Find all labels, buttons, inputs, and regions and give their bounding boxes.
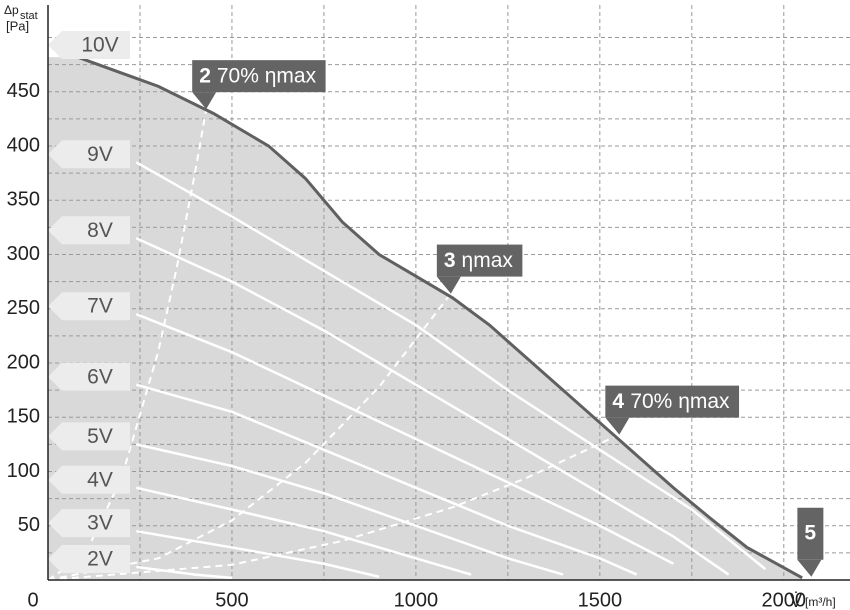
operating-area	[48, 57, 803, 581]
legend-label: 8V	[87, 219, 113, 242]
y-tick-label: 250	[7, 297, 40, 319]
callout-pointer	[436, 276, 461, 294]
callout-pointer	[797, 559, 822, 577]
voltage-tag	[48, 362, 130, 391]
y-tick-label: 150	[7, 406, 40, 428]
voltage-tag	[48, 216, 130, 245]
fan-curve	[135, 161, 767, 571]
x-unit: [m³/h]	[805, 595, 836, 609]
legend-label: 4V	[87, 468, 113, 491]
callout-pointer	[192, 92, 217, 110]
x-tick-label: 1000	[394, 589, 439, 610]
callout-number: 3	[444, 249, 456, 272]
legend-label: 5V	[87, 425, 113, 448]
callout-pointer	[605, 417, 630, 435]
callout: 3 ηmax	[436, 244, 523, 294]
callout-box	[436, 244, 523, 277]
x-tick-label: 1500	[578, 589, 623, 610]
voltage-tag	[48, 544, 130, 573]
y-tick-label: 350	[7, 189, 40, 211]
y-tick-label: 300	[7, 243, 40, 265]
legend-label: 3V	[87, 512, 113, 535]
voltage-tag	[48, 31, 130, 59]
callout: 2 70% ηmax	[192, 60, 326, 110]
fan-curve	[136, 443, 564, 576]
x-tick-label: 500	[215, 589, 248, 610]
voltage-tag	[48, 422, 130, 451]
fan-curve	[136, 486, 472, 576]
fan-curve	[135, 313, 674, 565]
fan-curve	[136, 529, 380, 578]
x-tick-label: 0	[27, 589, 38, 610]
fan-curve	[135, 383, 638, 576]
x-label: V̇	[790, 591, 802, 610]
fan-curve	[76, 55, 803, 580]
y-tick-label: 100	[7, 460, 40, 482]
y-tick-label: 450	[7, 80, 40, 102]
callout-label: 70% ηmax	[630, 390, 730, 413]
system-curve	[47, 433, 620, 581]
callout: 5	[797, 507, 824, 577]
callout-box	[605, 385, 740, 418]
legend-label: 7V	[87, 295, 113, 318]
callout-box	[192, 60, 326, 93]
legend-label: 6V	[87, 365, 113, 388]
voltage-tag	[48, 140, 130, 169]
voltage-tag	[48, 465, 130, 494]
y-unit: [Pa]	[6, 18, 29, 33]
voltage-tag	[48, 292, 130, 321]
callout-label: 70% ηmax	[217, 65, 317, 88]
callout-box	[797, 507, 824, 560]
legend-label: 9V	[87, 143, 113, 166]
callout-number: 5	[804, 521, 816, 544]
y-tick-label: 200	[7, 351, 40, 373]
callout-number: 4	[612, 390, 624, 413]
y-tick-label: 50	[18, 514, 40, 536]
callout-number: 2	[199, 65, 211, 88]
fan-curve	[135, 237, 730, 576]
x-tick-label: 2000	[762, 589, 807, 610]
y-tick-label: 400	[7, 134, 40, 156]
callout: 4 70% ηmax	[605, 385, 740, 435]
legend-label: 2V	[87, 548, 113, 571]
legend-label: 10V	[81, 34, 118, 57]
fan-curve	[136, 565, 233, 580]
y-label-sub: stat	[20, 10, 38, 22]
callout-label: ηmax	[462, 249, 514, 272]
voltage-tag	[48, 509, 130, 538]
y-label: Δp	[4, 3, 19, 17]
system-curve	[47, 108, 208, 581]
